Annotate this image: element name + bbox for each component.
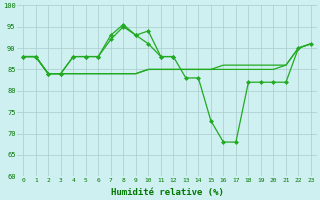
- X-axis label: Humidité relative (%): Humidité relative (%): [111, 188, 223, 197]
